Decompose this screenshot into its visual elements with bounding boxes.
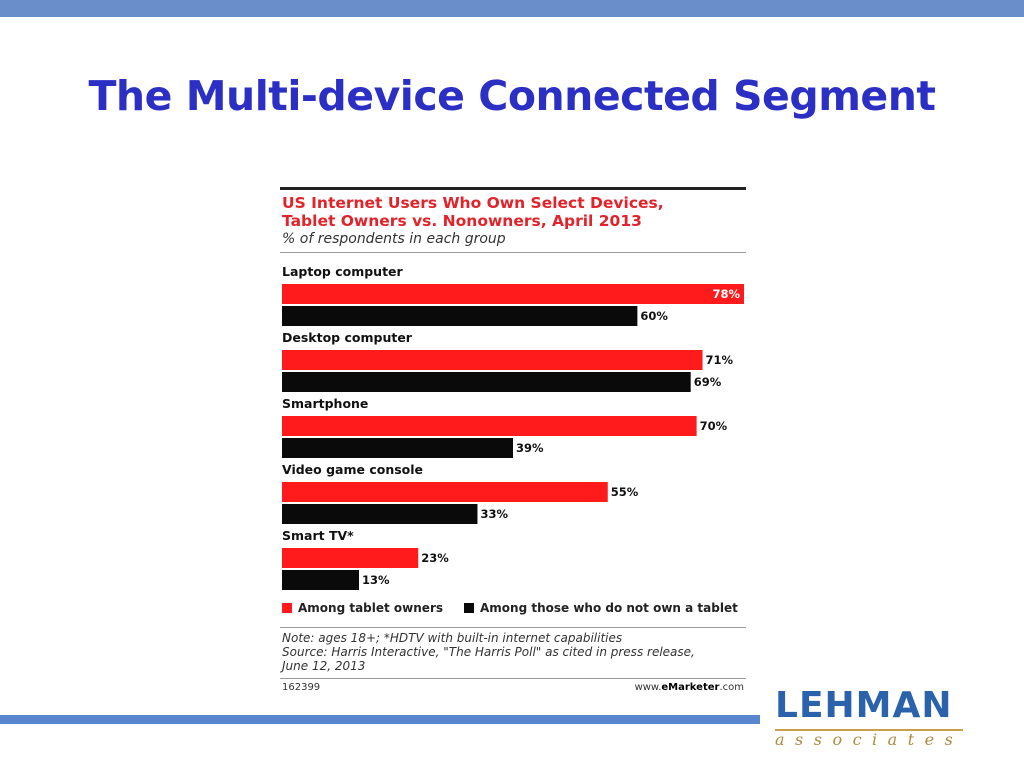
bottom-accent-bar	[0, 715, 760, 724]
legend-label-nonowners: Among those who do not own a tablet	[480, 601, 738, 615]
logo-rule	[775, 729, 963, 731]
chart-id: 162399	[282, 682, 321, 693]
bar-value-label: 69%	[694, 375, 722, 389]
category-label: Desktop computer	[282, 330, 413, 345]
lehman-logo: LEHMAN associates	[770, 685, 970, 753]
bar-tablet-owners	[282, 482, 608, 502]
slide-title: The Multi-device Connected Segment	[88, 72, 936, 120]
bar-value-label: 13%	[362, 573, 390, 587]
bar-value-label: 70%	[700, 419, 728, 433]
bar-value-label: 23%	[421, 551, 449, 565]
bar-chart-plot: Laptop computer 78% 60% Desktop computer 71%…	[282, 264, 744, 590]
bar-tablet-owners	[282, 350, 703, 370]
category-label: Smartphone	[282, 396, 368, 411]
bar-value-label: 39%	[516, 441, 544, 455]
legend-swatch-red	[282, 603, 292, 613]
category-label: Smart TV*	[282, 528, 354, 543]
bar-tablet-owners	[282, 548, 419, 568]
legend-swatch-black	[464, 603, 474, 613]
category-label: Video game console	[282, 462, 423, 477]
bar-tablet-owners	[282, 284, 744, 304]
bar-nonowners	[282, 504, 478, 524]
chart-note: Note: ages 18+; *HDTV with built-in inte…	[282, 631, 695, 673]
bar-value-label: 55%	[611, 485, 639, 499]
chart-footer-divider	[280, 627, 746, 628]
bar-tablet-owners	[282, 416, 697, 436]
bar-nonowners	[282, 438, 513, 458]
chart-legend: Among tablet owners Among those who do n…	[282, 601, 752, 617]
legend-item-nonowners: Among those who do not own a tablet	[464, 601, 738, 615]
chart-top-rule	[280, 187, 746, 190]
chart-title: US Internet Users Who Own Select Devices…	[282, 194, 664, 230]
bar-value-label: 60%	[640, 309, 668, 323]
bar-value-label: 33%	[480, 507, 508, 521]
top-accent-bar	[0, 0, 1024, 17]
bar-nonowners	[282, 570, 359, 590]
chart-subtitle: % of respondents in each group	[282, 231, 506, 247]
chart-header-divider	[280, 252, 746, 253]
legend-label-tablet-owners: Among tablet owners	[298, 601, 444, 615]
chart-source-link[interactable]: www.eMarketer.com	[634, 682, 744, 693]
bar-value-label: 78%	[712, 287, 740, 301]
category-label: Laptop computer	[282, 264, 404, 279]
logo-tagline: associates	[775, 730, 964, 749]
legend-item-tablet-owners: Among tablet owners	[282, 601, 443, 615]
bar-value-label: 71%	[706, 353, 734, 367]
bar-nonowners	[282, 306, 638, 326]
chart-card: US Internet Users Who Own Select Devices…	[280, 186, 746, 696]
chart-id-divider	[280, 678, 746, 679]
logo-name: LEHMAN	[775, 685, 953, 726]
bar-nonowners	[282, 372, 691, 392]
